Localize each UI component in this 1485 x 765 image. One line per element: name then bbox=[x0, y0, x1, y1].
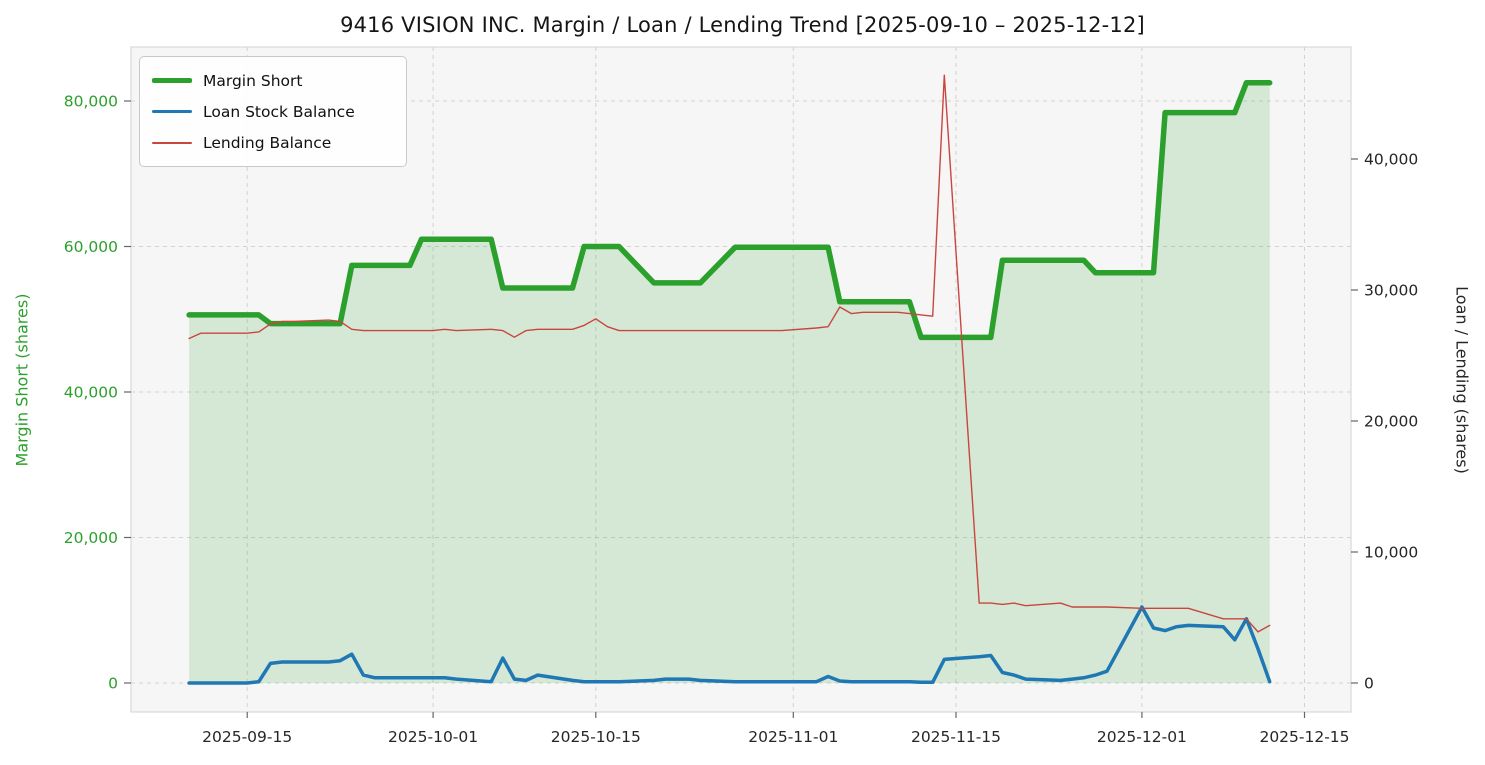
loan-stock-line-swatch bbox=[152, 109, 192, 114]
legend-label-margin-short: Margin Short bbox=[203, 71, 303, 90]
loan-stock-line bbox=[187, 605, 1272, 685]
gridlines bbox=[131, 47, 1351, 712]
margin-short-line-swatch bbox=[152, 77, 192, 84]
x-tick-label: 2025-12-01 bbox=[1097, 728, 1187, 746]
x-tick-label: 2025-11-01 bbox=[748, 728, 838, 746]
right-tick-label: 10,000 bbox=[1364, 544, 1418, 562]
left-tick-label: 80,000 bbox=[64, 93, 118, 111]
plot-border bbox=[130, 46, 1352, 713]
right-tick-label: 0 bbox=[1364, 675, 1374, 693]
lending-line bbox=[188, 74, 1271, 633]
left-tick-label: 20,000 bbox=[64, 529, 118, 547]
legend-item-margin-short: Margin Short bbox=[152, 65, 394, 96]
left-tick-label: 40,000 bbox=[64, 384, 118, 402]
x-tick-label: 2025-10-01 bbox=[388, 728, 478, 746]
legend-label-lending: Lending Balance bbox=[203, 133, 332, 152]
left-tick-label: 0 bbox=[108, 675, 118, 693]
x-tick-label: 2025-09-15 bbox=[202, 728, 292, 746]
legend: Margin Short Loan Stock Balance Lending … bbox=[139, 56, 407, 167]
tick-layer: 2025-09-15 2025-10-01 2025-10-15 2025-11-01… bbox=[64, 93, 1419, 747]
margin-short-area bbox=[189, 82, 1270, 684]
left-tick-label: 60,000 bbox=[64, 238, 118, 256]
chart-title: 9416 VISION INC. Margin / Loan / Lending… bbox=[340, 13, 1145, 37]
margin-short-line bbox=[186, 80, 1273, 341]
right-axis-label: Loan / Lending (shares) bbox=[1452, 286, 1472, 474]
legend-item-lending: Lending Balance bbox=[152, 127, 394, 158]
left-axis-label: Margin Short (shares) bbox=[12, 293, 32, 467]
right-tick-label: 20,000 bbox=[1364, 413, 1418, 431]
lending-line-swatch bbox=[152, 141, 192, 144]
legend-label-loan-stock: Loan Stock Balance bbox=[203, 102, 355, 121]
right-tick-label: 30,000 bbox=[1364, 282, 1418, 300]
right-tick-label: 40,000 bbox=[1364, 151, 1418, 169]
x-tick-label: 2025-11-15 bbox=[911, 728, 1001, 746]
legend-item-loan-stock: Loan Stock Balance bbox=[152, 96, 394, 127]
series-layer bbox=[186, 74, 1273, 685]
x-tick-label: 2025-10-15 bbox=[551, 728, 641, 746]
x-tick-label: 2025-12-15 bbox=[1259, 728, 1349, 746]
